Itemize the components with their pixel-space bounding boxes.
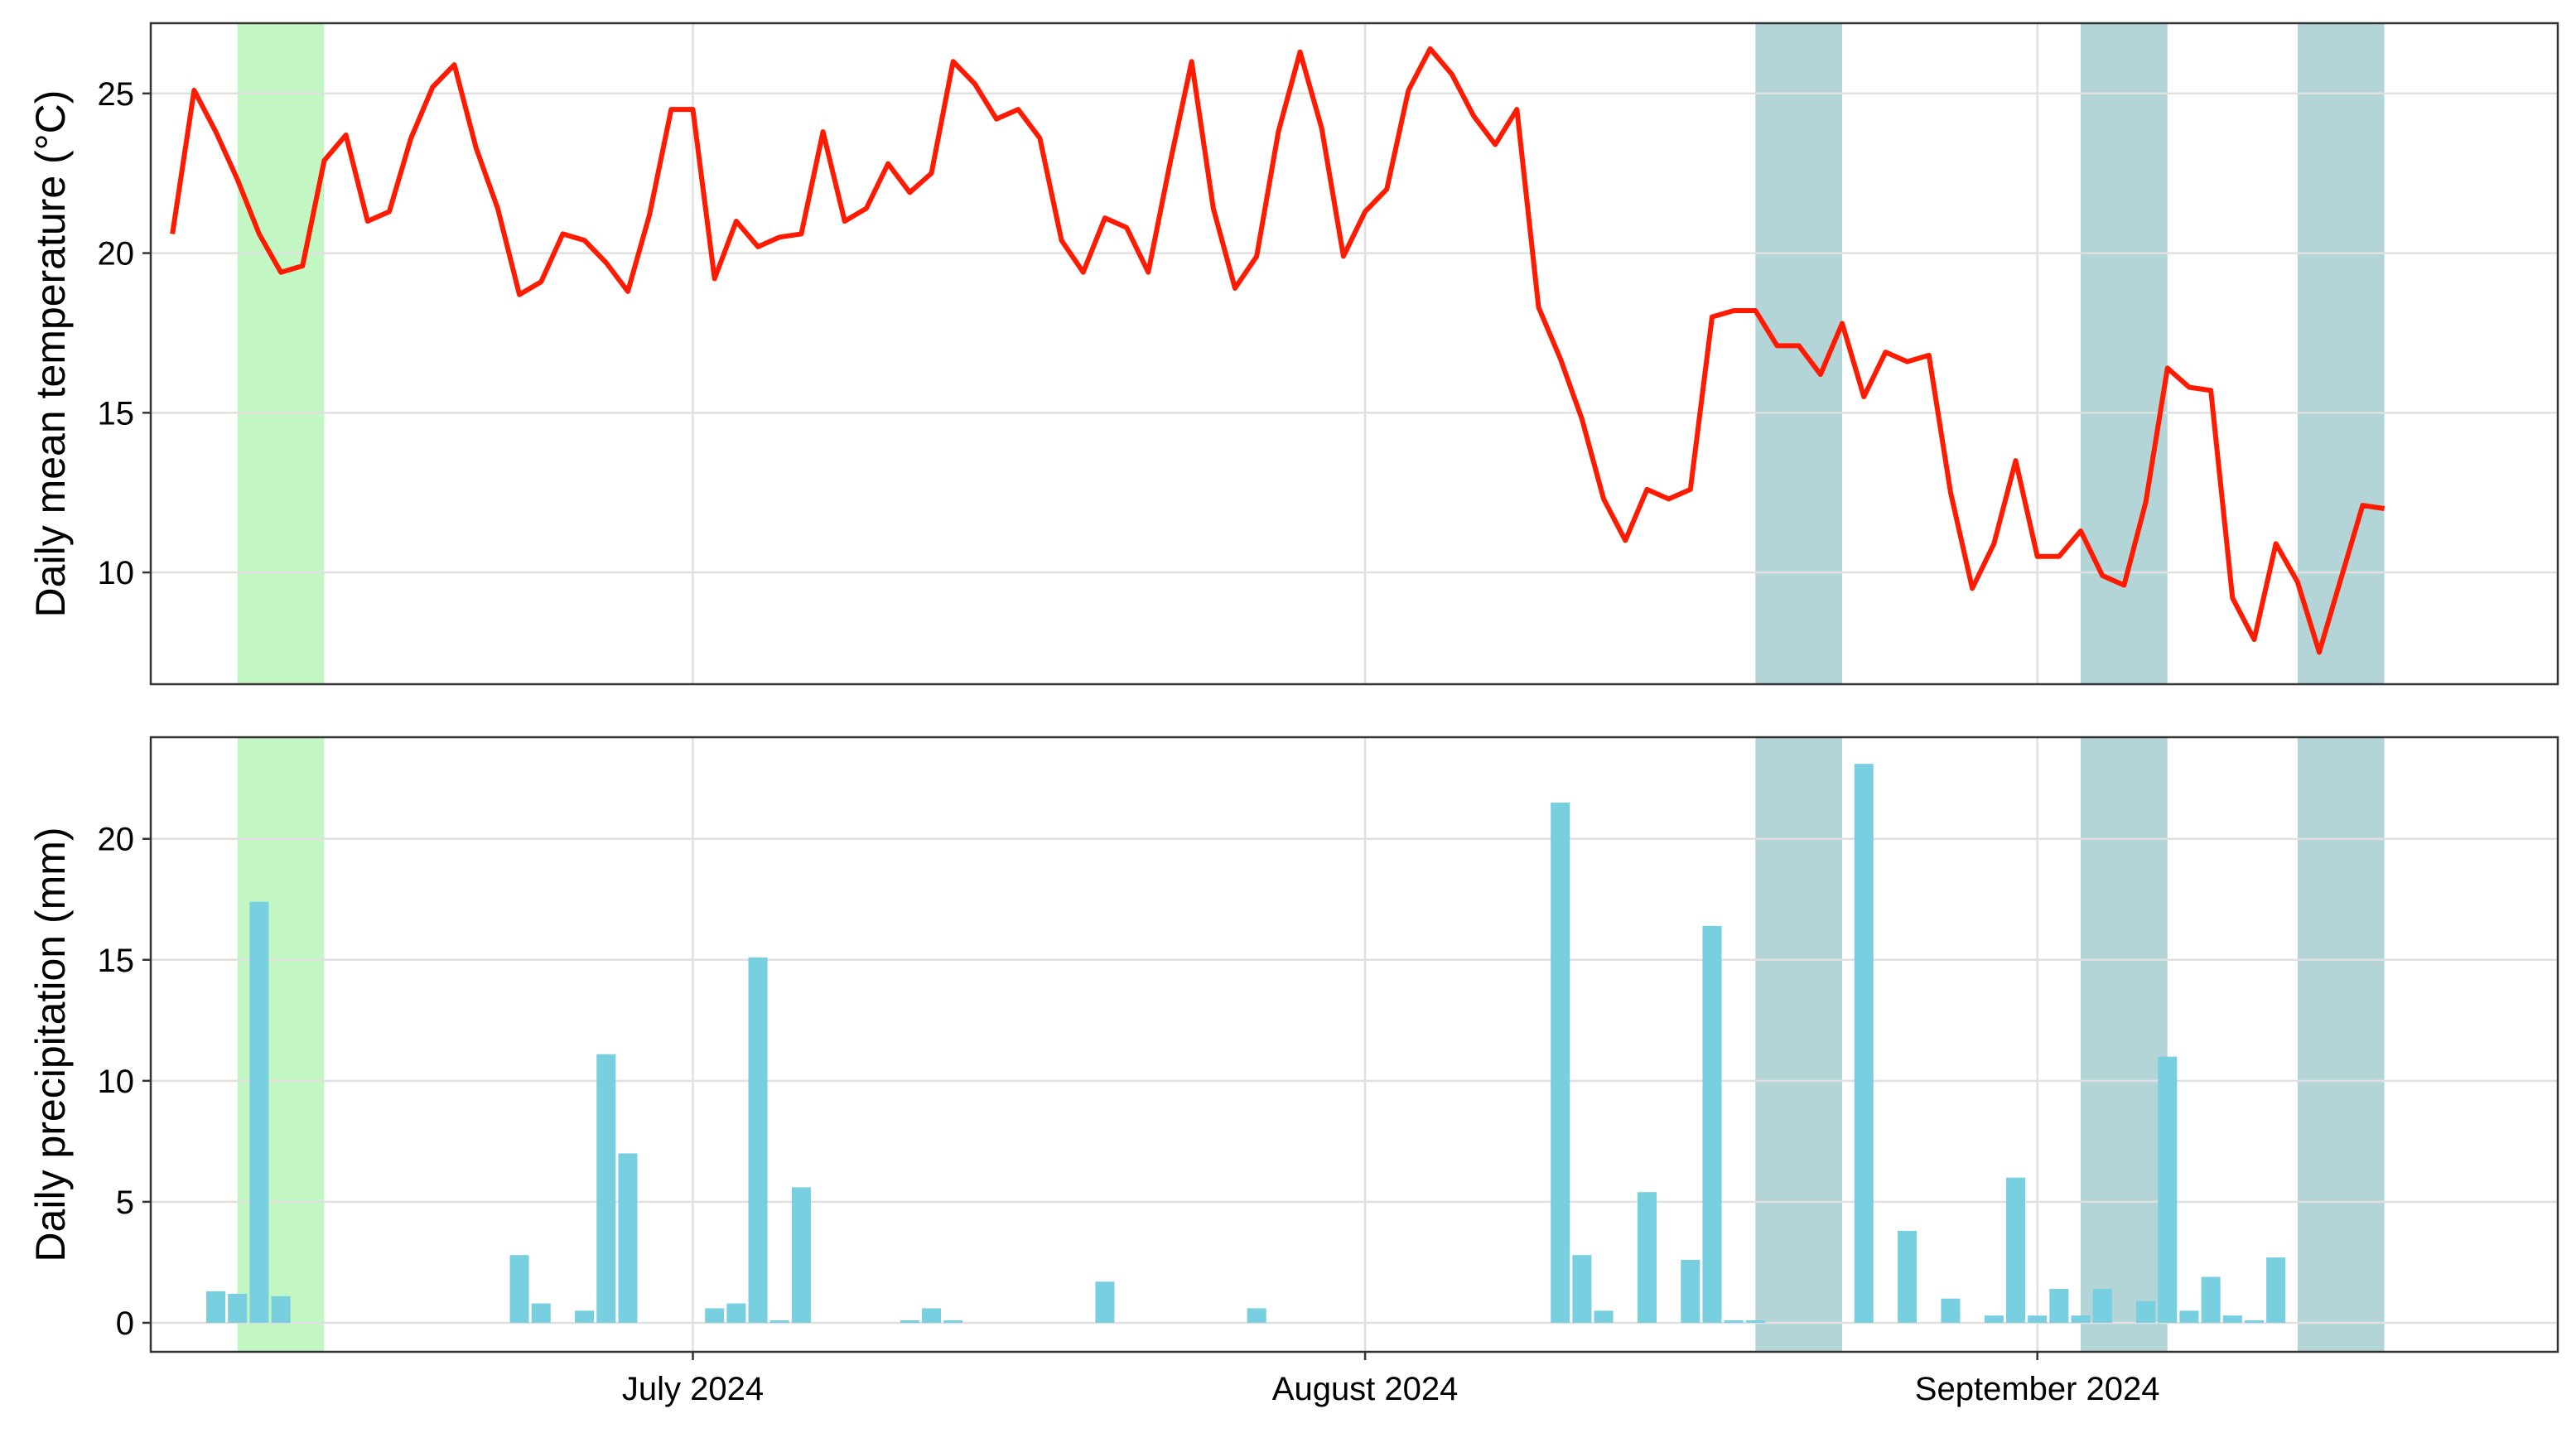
precipitation-bar — [769, 1320, 789, 1323]
precip-y-tick-label: 0 — [116, 1305, 134, 1342]
precipitation-bar — [2158, 1056, 2178, 1323]
precipitation-bar — [2071, 1315, 2091, 1323]
precipitation-bar — [2244, 1320, 2264, 1323]
precipitation-bar — [575, 1310, 595, 1323]
precipitation-bar — [2222, 1315, 2242, 1323]
temperature-gridlines — [151, 23, 2558, 684]
precipitation-bar — [943, 1320, 963, 1323]
temperature-panel-border — [149, 22, 2559, 686]
precipitation-bar — [271, 1295, 291, 1323]
precipitation-bar — [2179, 1310, 2199, 1323]
temperature-highlight-bands — [237, 23, 2385, 684]
precipitation-bar — [596, 1054, 616, 1323]
precip-highlight-band-2 — [1755, 737, 1843, 1352]
precipitation-bar — [1095, 1281, 1115, 1323]
precipitation-bar — [618, 1153, 638, 1323]
precipitation-bar — [206, 1291, 226, 1323]
temp-y-tick-label: 20 — [98, 236, 135, 273]
temperature-y-ticks: 10 15 20 25 — [98, 76, 151, 591]
precipitation-bar — [1551, 802, 1570, 1323]
precipitation-bar — [1898, 1230, 1918, 1323]
precipitation-bar — [726, 1303, 746, 1323]
temperature-series-line — [170, 46, 2385, 655]
precipitation-bar — [1745, 1320, 1765, 1323]
precipitation-bar — [1984, 1315, 2004, 1323]
precipitation-bar — [249, 901, 269, 1323]
precipitation-bar — [1681, 1259, 1700, 1323]
temp-y-tick-label: 15 — [98, 395, 135, 432]
precipitation-bar — [2028, 1315, 2048, 1323]
temperature-panel: 10 15 20 25 Daily mean temperature (°C) — [27, 22, 2559, 686]
precipitation-bar — [2266, 1257, 2286, 1323]
precipitation-bar — [705, 1308, 725, 1323]
temp-highlight-band-3 — [2081, 23, 2168, 684]
precipitation-bar — [748, 957, 768, 1323]
precipitation-panel-border — [149, 736, 2559, 1353]
precipitation-y-axis-label: Daily precipitation (mm) — [27, 827, 74, 1262]
precip-highlight-band-4 — [2297, 737, 2385, 1352]
x-tick-label: July 2024 — [622, 1371, 764, 1407]
precip-highlight-band-3 — [2081, 737, 2168, 1352]
precipitation-highlight-bands — [237, 737, 2385, 1352]
precipitation-panel: 0 5 10 15 20 July 2024 August 2024 September 2… — [27, 736, 2559, 1407]
precip-y-tick-label: 20 — [98, 822, 135, 858]
temp-y-tick-label: 25 — [98, 76, 135, 113]
precipitation-bar — [1702, 925, 1722, 1323]
temperature-y-axis-label: Daily mean temperature (°C) — [27, 90, 74, 618]
precipitation-bar — [791, 1187, 811, 1323]
precipitation-bar — [1572, 1255, 1592, 1323]
precipitation-bar — [1854, 764, 1874, 1323]
precipitation-bar — [509, 1255, 529, 1323]
precipitation-bars — [162, 764, 2395, 1323]
temp-highlight-band-1 — [237, 23, 325, 684]
precipitation-bar — [2092, 1289, 2112, 1323]
precipitation-bar — [228, 1293, 248, 1323]
precipitation-bar — [1724, 1320, 1744, 1323]
precip-y-tick-label: 15 — [98, 943, 135, 979]
precipitation-bar — [1247, 1308, 1266, 1323]
precipitation-bar — [2049, 1289, 2069, 1323]
x-tick-label: August 2024 — [1272, 1371, 1459, 1407]
precipitation-bar — [1941, 1298, 1961, 1323]
precipitation-gridlines — [151, 737, 2558, 1352]
precipitation-bar — [1594, 1310, 1614, 1323]
precipitation-bar — [900, 1320, 919, 1323]
precipitation-bar — [531, 1303, 551, 1323]
precip-y-tick-label: 10 — [98, 1064, 135, 1100]
x-tick-label: September 2024 — [1915, 1371, 2160, 1407]
precipitation-bar — [921, 1308, 942, 1323]
precipitation-y-ticks: 0 5 10 15 20 — [98, 822, 151, 1342]
precipitation-bar — [2136, 1300, 2156, 1323]
precipitation-bar — [2005, 1177, 2026, 1323]
precipitation-x-ticks: July 2024 August 2024 September 2024 — [622, 1352, 2160, 1407]
precipitation-bar — [1637, 1192, 1657, 1323]
precip-y-tick-label: 5 — [116, 1185, 134, 1221]
precipitation-bar — [2201, 1276, 2221, 1323]
temp-y-tick-label: 10 — [98, 555, 135, 591]
